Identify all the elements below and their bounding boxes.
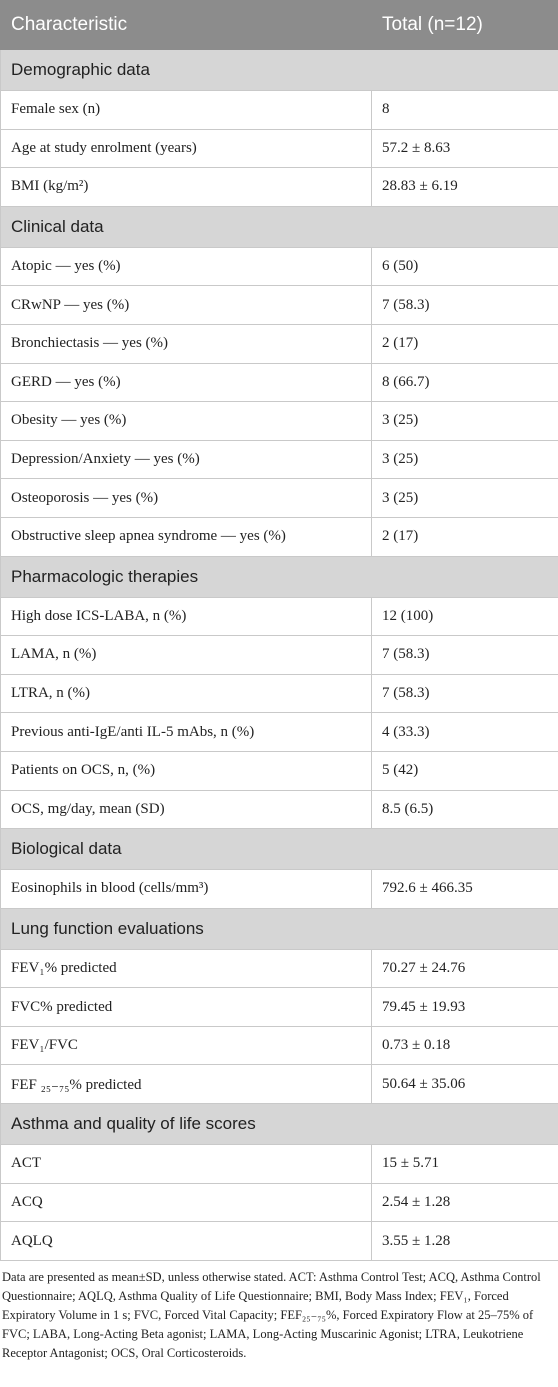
row-value: 28.83 ± 6.19 <box>371 167 558 207</box>
row-label: Previous anti-IgE/anti IL-5 mAbs, n (%) <box>0 712 372 752</box>
row-value: 12 (100) <box>371 596 558 637</box>
table-row: Osteoporosis — yes (%) 3 (25) <box>0 478 558 518</box>
section-title: Demographic data <box>0 49 558 91</box>
row-label: Atopic — yes (%) <box>0 246 372 287</box>
table-row: Patients on OCS, n, (%) 5 (42) <box>0 750 558 791</box>
section-row-asthma-scores: Asthma and quality of life scores <box>0 1103 558 1146</box>
row-label: Age at study enrolment (years) <box>0 128 372 169</box>
row-label: OCS, mg/day, mean (SD) <box>0 789 372 830</box>
table-row: Bronchiectasis — yes (%) 2 (17) <box>0 323 558 364</box>
table-row: GERD — yes (%) 8 (66.7) <box>0 362 558 403</box>
table-row: FEV₁% predicted 70.27 ± 24.76 <box>0 948 558 989</box>
section-title: Clinical data <box>0 205 558 248</box>
table-row: Eosinophils in blood (cells/mm³) 792.6 ±… <box>0 869 558 909</box>
row-value: 3.55 ± 1.28 <box>371 1221 558 1261</box>
row-label: Osteoporosis — yes (%) <box>0 478 372 518</box>
row-label: GERD — yes (%) <box>0 362 372 403</box>
table-header-row: Characteristic Total (n=12) <box>0 0 558 50</box>
row-label: LTRA, n (%) <box>0 673 372 714</box>
row-value: 50.64 ± 35.06 <box>371 1064 558 1105</box>
table-row: Previous anti-IgE/anti IL-5 mAbs, n (%) … <box>0 712 558 752</box>
row-value: 792.6 ± 466.35 <box>371 869 558 909</box>
section-row-demographic: Demographic data <box>0 49 558 91</box>
row-label: Bronchiectasis — yes (%) <box>0 323 372 364</box>
row-label: FEF ₂₅₋₇₅% predicted <box>0 1064 372 1105</box>
row-label: Eosinophils in blood (cells/mm³) <box>0 869 372 909</box>
row-value: 6 (50) <box>371 246 558 287</box>
row-value: 7 (58.3) <box>371 285 558 325</box>
row-label: FVC% predicted <box>0 987 372 1027</box>
header-total: Total (n=12) <box>371 0 558 50</box>
table-row: FEV₁/FVC 0.73 ± 0.18 <box>0 1025 558 1066</box>
table-row: BMI (kg/m²) 28.83 ± 6.19 <box>0 167 558 207</box>
row-value: 7 (58.3) <box>371 635 558 675</box>
table-row: FVC% predicted 79.45 ± 19.93 <box>0 987 558 1027</box>
table-row: AQLQ 3.55 ± 1.28 <box>0 1221 558 1261</box>
table-row: ACQ 2.54 ± 1.28 <box>0 1182 558 1223</box>
row-label: Female sex (n) <box>0 90 372 130</box>
characteristics-table: Characteristic Total (n=12) Demographic … <box>0 0 558 1261</box>
row-label: Obstructive sleep apnea syndrome — yes (… <box>0 516 372 557</box>
table-row: High dose ICS-LABA, n (%) 12 (100) <box>0 596 558 637</box>
row-value: 15 ± 5.71 <box>371 1144 558 1184</box>
row-value: 8 (66.7) <box>371 362 558 403</box>
row-label: LAMA, n (%) <box>0 635 372 675</box>
row-label: FEV₁/FVC <box>0 1025 372 1066</box>
row-value: 2 (17) <box>371 516 558 557</box>
table-row: Female sex (n) 8 <box>0 90 558 130</box>
row-label: BMI (kg/m²) <box>0 167 372 207</box>
table-row: Atopic — yes (%) 6 (50) <box>0 246 558 287</box>
section-title: Lung function evaluations <box>0 907 558 950</box>
table-row: Obstructive sleep apnea syndrome — yes (… <box>0 516 558 557</box>
section-title: Pharmacologic therapies <box>0 555 558 598</box>
row-label: Patients on OCS, n, (%) <box>0 750 372 791</box>
table-row: CRwNP — yes (%) 7 (58.3) <box>0 285 558 325</box>
section-row-lung-function: Lung function evaluations <box>0 907 558 950</box>
table-row: Obesity — yes (%) 3 (25) <box>0 401 558 441</box>
section-title: Biological data <box>0 828 558 871</box>
section-row-pharmacologic: Pharmacologic therapies <box>0 555 558 598</box>
section-row-clinical: Clinical data <box>0 205 558 248</box>
section-title: Asthma and quality of life scores <box>0 1103 558 1146</box>
row-label: Depression/Anxiety — yes (%) <box>0 439 372 480</box>
row-value: 70.27 ± 24.76 <box>371 948 558 989</box>
table-row: OCS, mg/day, mean (SD) 8.5 (6.5) <box>0 789 558 830</box>
row-value: 79.45 ± 19.93 <box>371 987 558 1027</box>
row-value: 8.5 (6.5) <box>371 789 558 830</box>
row-value: 5 (42) <box>371 750 558 791</box>
row-label: AQLQ <box>0 1221 372 1261</box>
row-value: 3 (25) <box>371 401 558 441</box>
row-label: CRwNP — yes (%) <box>0 285 372 325</box>
row-label: ACT <box>0 1144 372 1184</box>
section-row-biological: Biological data <box>0 828 558 871</box>
row-label: Obesity — yes (%) <box>0 401 372 441</box>
row-value: 2 (17) <box>371 323 558 364</box>
row-label: FEV₁% predicted <box>0 948 372 989</box>
row-value: 57.2 ± 8.63 <box>371 128 558 169</box>
row-value: 0.73 ± 0.18 <box>371 1025 558 1066</box>
header-characteristic: Characteristic <box>0 0 372 50</box>
table-footnote: Data are presented as mean±SD, unless ot… <box>2 1269 541 1360</box>
table-row: ACT 15 ± 5.71 <box>0 1144 558 1184</box>
table-row: LAMA, n (%) 7 (58.3) <box>0 635 558 675</box>
table-row: Depression/Anxiety — yes (%) 3 (25) <box>0 439 558 480</box>
row-label: ACQ <box>0 1182 372 1223</box>
row-value: 7 (58.3) <box>371 673 558 714</box>
row-value: 8 <box>371 90 558 130</box>
table-row: LTRA, n (%) 7 (58.3) <box>0 673 558 714</box>
row-value: 3 (25) <box>371 439 558 480</box>
row-value: 4 (33.3) <box>371 712 558 752</box>
table-row: Age at study enrolment (years) 57.2 ± 8.… <box>0 128 558 169</box>
row-value: 2.54 ± 1.28 <box>371 1182 558 1223</box>
row-value: 3 (25) <box>371 478 558 518</box>
row-label: High dose ICS-LABA, n (%) <box>0 596 372 637</box>
table-row: FEF ₂₅₋₇₅% predicted 50.64 ± 35.06 <box>0 1064 558 1105</box>
